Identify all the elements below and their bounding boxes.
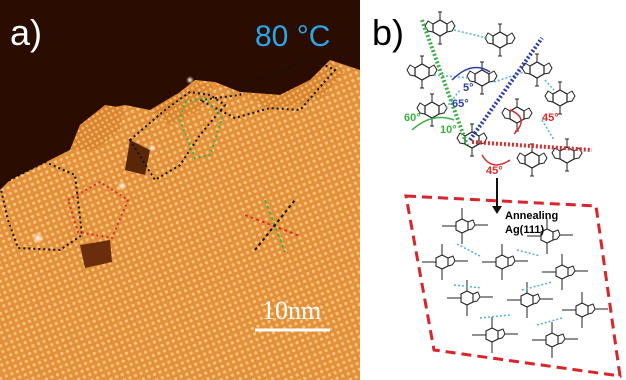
panel-a-label: a) [10,12,43,53]
island-3 [240,62,345,110]
top-molecule-network [406,11,583,177]
hydrogen-bonds-bottom [453,243,563,326]
unit-cell-outline [404,194,622,378]
scale-bar-label: 10nm [262,296,322,325]
dark-gap-2 [80,240,112,268]
island-1 [70,105,125,150]
domain-outline-red [66,180,130,240]
angle-arc-red-top [509,109,522,135]
angle-arc-green [411,116,455,131]
annealing-label: Annealing [505,210,559,222]
angle-arc-blue [451,66,491,81]
molecular-schematic [404,11,622,378]
lattice-direction-cross [244,199,301,253]
bright-adsorbate-4 [186,76,194,84]
bright-adsorbate-3 [148,144,156,152]
angle-5-label: 5° [463,82,474,94]
angle-45-top-label: 45° [542,112,559,124]
angle-arc-red-bottom [481,154,511,166]
dark-gap-1 [125,140,150,175]
panel-b-label: b) [372,12,405,53]
domain-outline-black [0,56,337,252]
bright-adsorbate-2 [117,181,127,191]
angle-65-label: 65° [452,98,469,110]
red-direction-line [471,140,593,152]
blue-direction-line [468,36,544,142]
temperature-label: 80 °C [255,20,331,53]
angle-10-label: 10° [440,124,457,136]
angle-45-bottom-label: 45° [486,165,503,177]
stm-image [0,0,360,380]
substrate-label: Ag(111) [505,224,545,236]
bright-adsorbate-1 [32,232,44,244]
angle-60-label: 60° [404,112,421,124]
hydrogen-bonds-top [433,29,555,141]
dark-substrate-region [0,0,360,190]
annealing-arrowhead [492,206,502,214]
domain-outline-green [178,96,224,160]
